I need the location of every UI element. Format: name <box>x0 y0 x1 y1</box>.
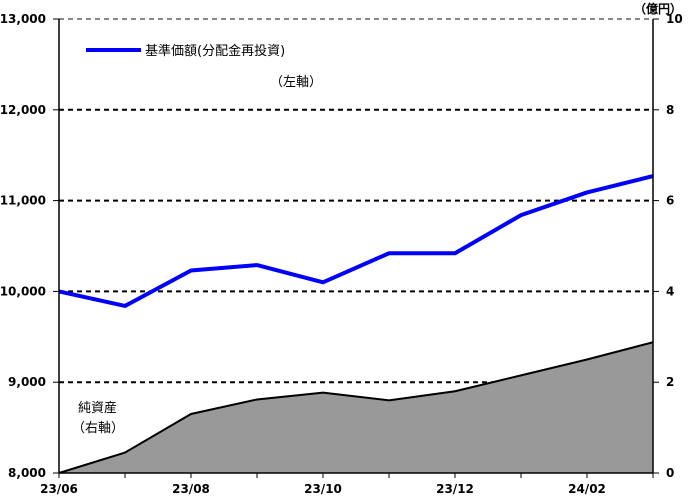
net-assets-area <box>59 342 653 473</box>
y-left-tick-label: 13,000 <box>0 12 46 26</box>
y-right-tick-label: 10 <box>666 12 683 26</box>
x-tick-label: 23/12 <box>436 482 474 496</box>
y-left-tick-label: 11,000 <box>0 194 46 208</box>
net-assets-area-layer <box>58 341 654 474</box>
axes: 8,000 9,000 10,000 11,000 12,000 13,000 0 2 4 6 8 1… <box>0 12 683 496</box>
legend-line-label: 基準価額(分配金再投資) <box>145 43 285 59</box>
labels: 基準価額(分配金再投資) （左軸） 純資産 （右軸） （億円） <box>72 1 682 436</box>
x-tick-label: 23/08 <box>172 482 210 496</box>
area-label: 純資産 <box>78 400 117 416</box>
x-tick-label: 23/06 <box>40 482 78 496</box>
y-right-tick-label: 8 <box>666 103 674 117</box>
y-left-tick-label: 8,000 <box>8 466 46 480</box>
net-assets-outline <box>58 341 654 474</box>
x-tick-label: 24/02 <box>568 482 606 496</box>
y-right-tick-label: 4 <box>666 284 674 298</box>
y-right-tick-label: 0 <box>666 466 674 480</box>
area-axis-note: （右軸） <box>72 421 124 436</box>
legend-line-axis-note: （左軸） <box>270 75 322 90</box>
x-tick-label: 23/10 <box>304 482 342 496</box>
y-left-tick-label: 10,000 <box>0 284 46 298</box>
nav-line-layer <box>58 174 654 308</box>
right-axis-unit: （億円） <box>634 1 682 16</box>
y-left-tick-label: 9,000 <box>8 375 46 389</box>
y-right-tick-label: 2 <box>666 375 674 389</box>
y-left-tick-label: 12,000 <box>0 103 46 117</box>
y-right-tick-label: 6 <box>666 194 674 208</box>
nav-line <box>58 174 654 308</box>
